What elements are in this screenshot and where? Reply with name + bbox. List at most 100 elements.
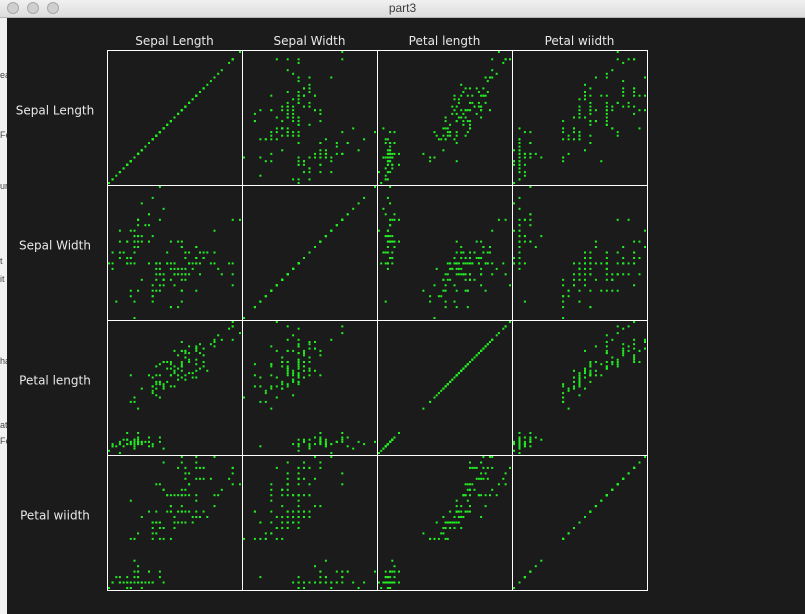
data-point xyxy=(449,521,452,524)
data-point xyxy=(281,537,284,540)
data-point xyxy=(584,369,586,372)
data-point xyxy=(440,295,443,298)
data-point xyxy=(518,581,521,584)
data-point xyxy=(391,438,394,441)
data-point xyxy=(220,338,223,341)
data-point xyxy=(148,440,150,443)
data-point xyxy=(158,363,161,366)
data-point xyxy=(319,120,322,123)
data-point xyxy=(495,72,498,75)
data-point xyxy=(180,461,183,464)
data-point xyxy=(627,218,630,221)
data-point xyxy=(270,138,273,141)
data-point xyxy=(605,334,608,337)
data-point xyxy=(180,361,183,363)
data-point xyxy=(133,445,136,448)
data-point xyxy=(169,120,172,123)
data-point xyxy=(578,374,581,377)
data-point xyxy=(446,383,449,386)
data-point xyxy=(206,516,209,518)
data-point xyxy=(199,466,201,469)
data-point xyxy=(605,345,608,348)
data-point xyxy=(118,440,121,443)
data-point xyxy=(297,466,300,469)
data-point xyxy=(129,537,132,540)
data-point xyxy=(292,116,295,119)
data-point xyxy=(469,461,471,464)
data-point xyxy=(292,334,295,337)
data-point xyxy=(518,152,521,155)
data-point xyxy=(616,51,619,53)
data-point xyxy=(303,105,305,108)
data-point xyxy=(166,494,169,497)
data-point xyxy=(633,112,636,115)
data-point xyxy=(188,358,191,361)
data-point xyxy=(442,289,445,292)
data-point xyxy=(243,156,245,159)
data-point xyxy=(151,521,154,524)
data-point xyxy=(444,138,447,141)
data-point xyxy=(462,123,465,126)
data-point xyxy=(497,51,500,53)
column-label-petal-wiidth: Petal wiidth xyxy=(545,34,615,48)
data-point xyxy=(330,443,333,446)
data-point xyxy=(173,349,176,352)
minimize-window-button[interactable] xyxy=(27,2,39,14)
data-point xyxy=(486,262,489,265)
data-point xyxy=(191,521,194,524)
data-point xyxy=(303,510,305,513)
data-point xyxy=(518,142,521,144)
data-point xyxy=(391,559,394,562)
data-point xyxy=(243,317,245,319)
data-point xyxy=(393,213,396,216)
data-point xyxy=(389,152,392,155)
data-point xyxy=(449,380,452,383)
data-point xyxy=(314,156,316,159)
data-point xyxy=(184,356,187,359)
data-point xyxy=(253,306,256,309)
data-point xyxy=(162,537,165,540)
data-point xyxy=(589,363,592,366)
data-point xyxy=(442,387,445,390)
data-point xyxy=(475,257,478,259)
data-point xyxy=(464,273,467,276)
data-point xyxy=(357,202,360,205)
data-point xyxy=(169,361,172,363)
data-point xyxy=(281,516,284,518)
data-point xyxy=(464,365,467,368)
data-point xyxy=(633,87,636,90)
data-point xyxy=(644,94,646,97)
data-point xyxy=(133,229,136,232)
data-point xyxy=(518,452,521,454)
data-point xyxy=(188,483,191,486)
data-point xyxy=(389,171,392,174)
data-point xyxy=(627,58,630,61)
data-point xyxy=(644,109,646,112)
close-window-button[interactable] xyxy=(7,2,19,14)
data-point xyxy=(616,365,619,368)
window-titlebar[interactable]: part3 xyxy=(0,0,805,18)
data-point xyxy=(382,207,385,210)
data-point xyxy=(466,262,469,265)
data-point xyxy=(386,152,389,155)
data-point xyxy=(111,445,114,448)
data-point xyxy=(578,289,581,292)
data-point xyxy=(433,396,436,399)
data-point xyxy=(384,300,387,303)
data-point xyxy=(330,156,333,159)
data-point xyxy=(605,367,608,370)
data-point xyxy=(389,218,392,221)
data-point xyxy=(633,251,636,254)
data-point xyxy=(455,306,458,309)
zoom-window-button[interactable] xyxy=(47,2,59,14)
data-point xyxy=(341,325,344,328)
data-point xyxy=(440,532,443,535)
data-point xyxy=(151,284,154,287)
data-point xyxy=(518,167,521,170)
data-point xyxy=(622,349,625,352)
data-point xyxy=(169,306,172,309)
data-point xyxy=(314,456,316,458)
data-point xyxy=(133,156,136,159)
data-point xyxy=(446,273,449,276)
data-point xyxy=(118,576,121,579)
